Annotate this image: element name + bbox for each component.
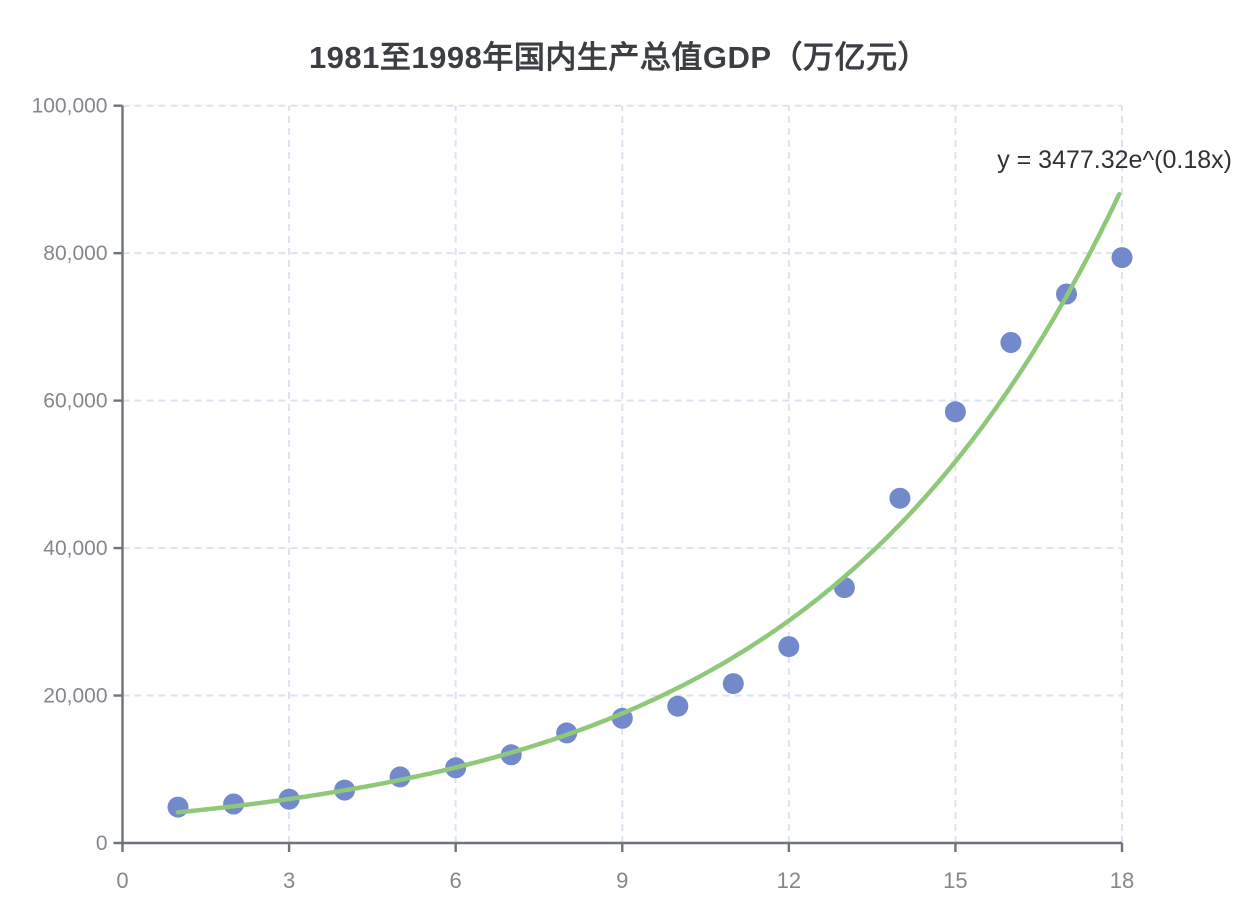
data-point [1111, 247, 1133, 269]
y-tick-label: 0 [96, 832, 108, 855]
data-point [889, 487, 911, 509]
data-point [1000, 332, 1022, 353]
chart-title: 1981至1998年国内生产总值GDP（万亿元） [308, 40, 930, 75]
data-point [223, 793, 245, 815]
fit-curve [175, 191, 1122, 815]
y-tick-label: 80,000 [43, 242, 107, 265]
fit-equation-label: y = 3477.32e^(0.18x) [997, 146, 1232, 174]
data-point [944, 401, 966, 423]
x-tick-label: 18 [1110, 868, 1134, 893]
x-tick-label: 6 [450, 868, 462, 893]
x-tick-label: 9 [616, 868, 628, 893]
x-tick-label: 12 [777, 868, 801, 893]
x-tick-label: 0 [116, 868, 128, 893]
data-point [722, 673, 744, 695]
y-tick-label: 100,000 [32, 95, 108, 118]
y-tick-label: 60,000 [43, 390, 107, 413]
data-point [667, 695, 689, 717]
x-tick-label: 15 [943, 868, 967, 893]
x-tick-label: 3 [283, 868, 295, 893]
y-tick-label: 20,000 [43, 685, 107, 708]
data-point [778, 636, 800, 658]
y-tick-label: 40,000 [43, 537, 107, 560]
